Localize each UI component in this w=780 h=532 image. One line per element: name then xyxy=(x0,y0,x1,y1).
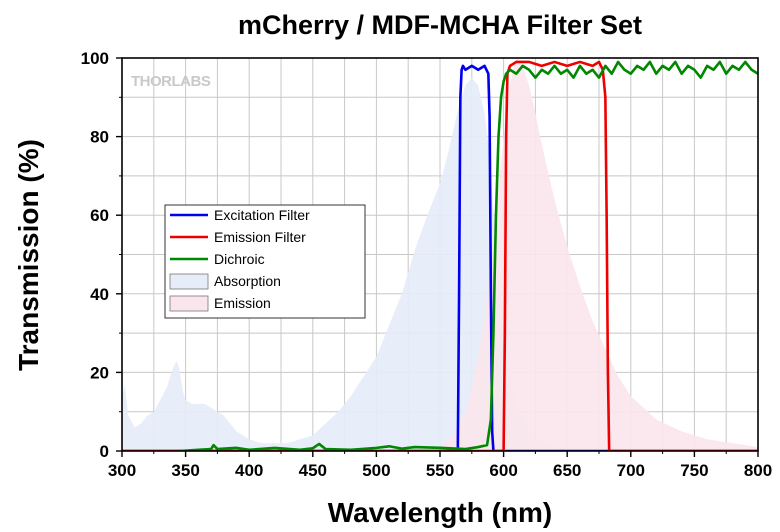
legend-swatch-absorption xyxy=(169,273,209,290)
y-tick-label: 80 xyxy=(90,128,109,147)
x-tick-label: 750 xyxy=(680,461,708,480)
y-tick-label: 100 xyxy=(81,49,109,68)
x-tick-label: 550 xyxy=(426,461,454,480)
x-tick-label: 800 xyxy=(744,461,772,480)
y-tick-label: 0 xyxy=(100,442,109,461)
x-tick-label: 400 xyxy=(235,461,263,480)
emission-filter-line xyxy=(122,60,758,451)
axes: 300 350 400 450 500 550 600 650 700 750 800 0 20 40 60… xyxy=(81,49,773,480)
watermark: THORLABS xyxy=(131,73,211,90)
legend-label-absorption: Absorption xyxy=(214,273,281,289)
y-axis-label: Transmission (%) xyxy=(13,139,44,371)
legend-label-excitation-filter: Excitation Filter xyxy=(214,207,310,223)
x-axis-label: Wavelength (nm) xyxy=(328,497,553,528)
x-tick-label: 650 xyxy=(553,461,581,480)
chart-title: mCherry / MDF-MCHA Filter Set xyxy=(238,10,642,40)
y-tick-label: 20 xyxy=(90,363,109,382)
emission-area xyxy=(427,58,758,451)
filter-curves xyxy=(122,60,758,451)
x-tick-label: 300 xyxy=(108,461,136,480)
x-tick-label: 350 xyxy=(171,461,199,480)
legend-label-emission: Emission xyxy=(214,295,271,311)
legend-label-dichroic: Dichroic xyxy=(214,251,265,267)
x-tick-label: 500 xyxy=(362,461,390,480)
x-tick-label: 600 xyxy=(489,461,517,480)
x-tick-label: 700 xyxy=(617,461,645,480)
dichroic-line xyxy=(179,60,758,451)
legend-swatch-emission xyxy=(169,295,209,312)
legend: Excitation Filter Emission Filter Dichroic… xyxy=(164,204,366,319)
x-tick-label: 450 xyxy=(299,461,327,480)
y-tick-label: 60 xyxy=(90,206,109,225)
legend-label-emission-filter: Emission Filter xyxy=(214,229,306,245)
y-tick-label: 40 xyxy=(90,285,109,304)
